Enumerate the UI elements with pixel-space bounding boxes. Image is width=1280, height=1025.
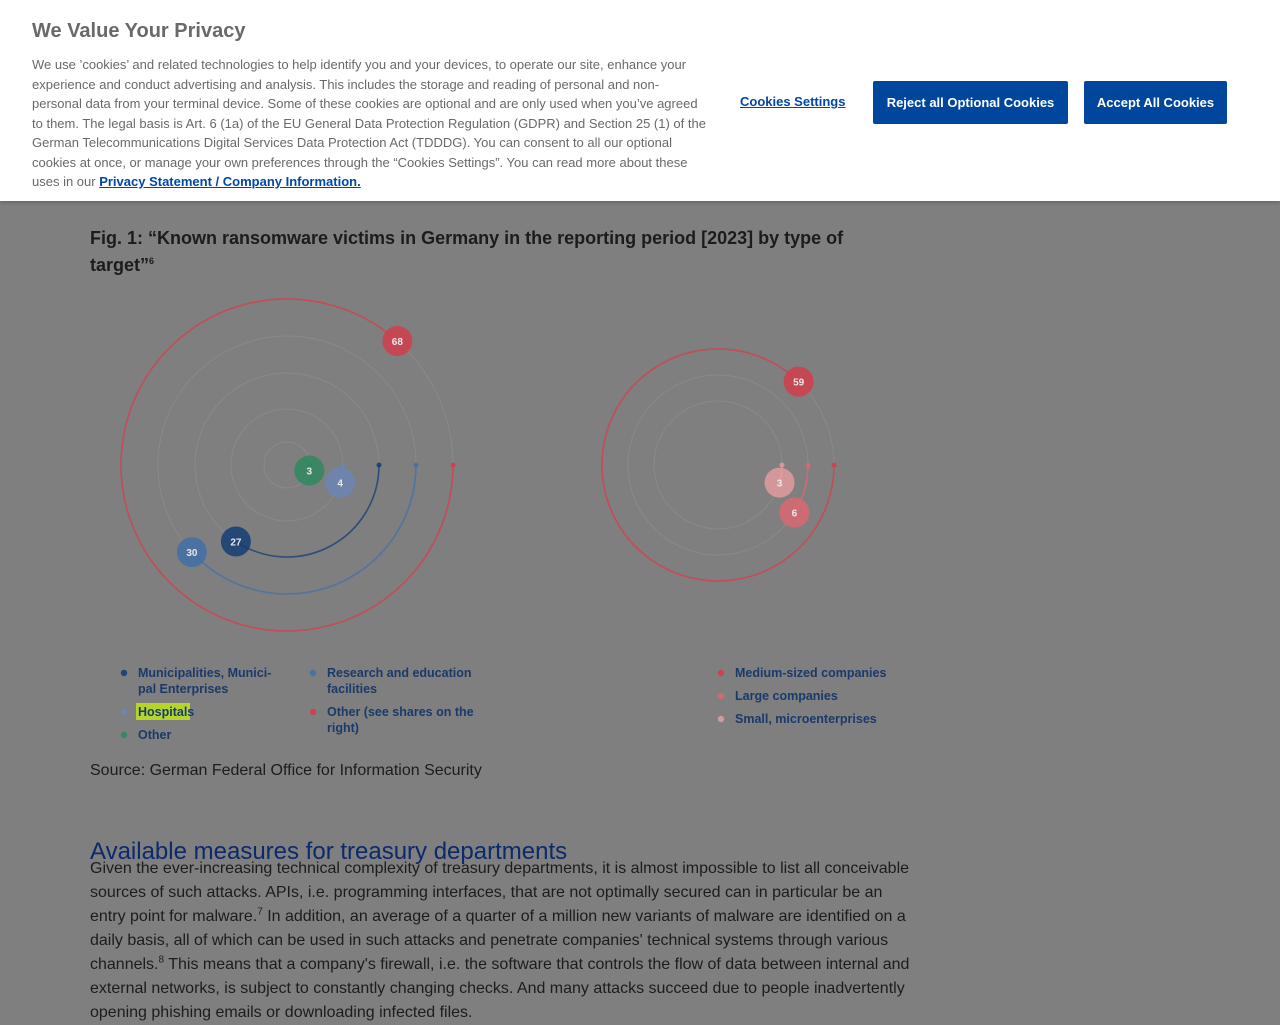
arc-start-dot xyxy=(831,462,837,468)
banner-body: We use ’cookies’ and related technologie… xyxy=(32,57,706,189)
legend-label: Municipalities, Munici- xyxy=(138,666,271,680)
value-label: 59 xyxy=(793,378,805,389)
legend-label: Other (see shares on the xyxy=(327,705,474,719)
ransomware-figure: 3 4 27 30 68 3 6 59 Municipalities, Munici-pal E… xyxy=(95,283,910,753)
cookies-settings-button[interactable]: Cookies Settings xyxy=(740,94,846,109)
legend-swatch xyxy=(120,669,128,677)
value-label: 4 xyxy=(337,479,343,490)
series-arc xyxy=(191,464,417,595)
value-bubble xyxy=(783,366,814,397)
arc-start-dot xyxy=(376,462,382,468)
value-label: 3 xyxy=(307,466,313,477)
value-bubble xyxy=(764,467,795,498)
cookie-consent-banner: We Value Your Privacy We use ’cookies’ a… xyxy=(0,0,1280,201)
section-heading: Available measures for treasury departme… xyxy=(90,837,568,865)
legend-label-line2: right) xyxy=(327,721,359,735)
legend-swatch xyxy=(717,669,725,677)
footnote-ref[interactable]: 7 xyxy=(257,906,263,918)
legend-label: Large companies xyxy=(735,689,838,703)
legend-swatch xyxy=(309,708,317,716)
legend-swatch xyxy=(717,715,725,723)
legend-label: Small, microenterprises xyxy=(735,712,877,726)
value-bubble xyxy=(176,537,207,568)
legend-label: Hospitals xyxy=(138,705,194,719)
series-arc xyxy=(120,298,454,632)
figure-source: Source: German Federal Office for Inform… xyxy=(90,762,482,779)
arc-start-dot xyxy=(413,462,419,468)
accept-all-cookies-button[interactable]: Accept All Cookies xyxy=(1084,81,1227,124)
arc-start-dot xyxy=(779,462,785,468)
legend-label: Research and education xyxy=(327,666,472,680)
series-arc xyxy=(601,348,835,582)
footnote-ref[interactable]: 6 xyxy=(149,256,155,266)
value-label: 30 xyxy=(186,548,198,559)
legend-swatch xyxy=(120,708,128,716)
legend-label-line2: facilities xyxy=(327,682,377,696)
value-label: 68 xyxy=(392,337,404,348)
legend-swatch xyxy=(309,669,317,677)
figure-title: Fig. 1: “Known ransomware victims in Ger… xyxy=(90,227,870,277)
value-bubble xyxy=(294,455,325,486)
paragraph-text: In addition, an average of a quarter of … xyxy=(90,908,906,973)
value-label: 6 xyxy=(792,509,798,520)
privacy-statement-link[interactable]: Privacy Statement / Company Information. xyxy=(99,174,361,189)
legend-label: Medium-sized companies xyxy=(735,666,886,680)
arc-start-dot xyxy=(805,462,811,468)
legend-swatch xyxy=(717,692,725,700)
value-label: 3 xyxy=(777,479,783,490)
paragraph-text: Given the ever-increasing technical comp… xyxy=(90,860,910,925)
paragraph-text: This means that a company's firewall, i.… xyxy=(90,956,910,1021)
value-bubble xyxy=(779,497,810,528)
value-bubble xyxy=(325,467,356,498)
legend-label: Other xyxy=(138,728,171,742)
footnote-ref[interactable]: 8 xyxy=(158,954,165,966)
ransomware-chart: 3 4 27 30 68 3 6 59 Municipalities, Munici-pal E… xyxy=(95,283,910,753)
legend-label-line2: pal Enterprises xyxy=(138,682,228,696)
reject-optional-cookies-button[interactable]: Reject all Optional Cookies xyxy=(873,81,1068,124)
value-label: 27 xyxy=(230,537,242,548)
banner-title: We Value Your Privacy xyxy=(32,20,246,42)
legend-swatch xyxy=(120,731,128,739)
arc-start-dot xyxy=(450,462,456,468)
figure-background xyxy=(95,283,910,753)
legend-highlight xyxy=(136,703,190,720)
arc-start-dot xyxy=(340,462,346,468)
figure-title-text: Fig. 1: “Known ransomware victims in Ger… xyxy=(90,228,844,275)
value-bubble xyxy=(220,526,251,557)
value-bubble xyxy=(382,325,413,356)
banner-text: We use ’cookies’ and related technologie… xyxy=(32,55,708,192)
section-paragraph: Given the ever-increasing technical comp… xyxy=(90,857,920,1025)
series-arc xyxy=(235,464,380,558)
